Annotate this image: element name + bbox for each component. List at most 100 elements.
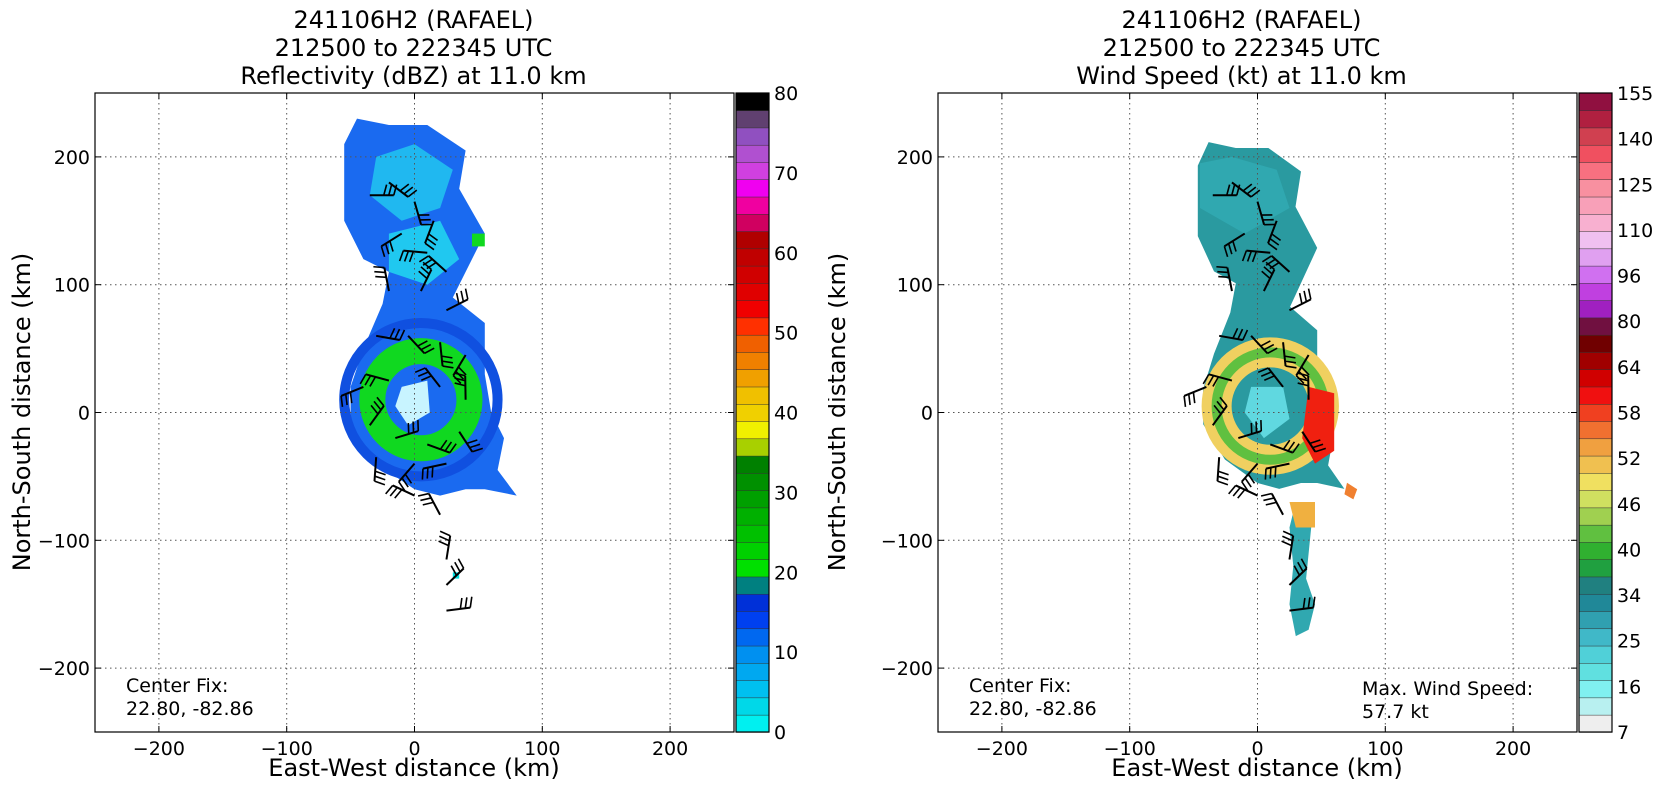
colorbar-swatch: [1578, 541, 1613, 560]
colorbar-swatch: [1578, 576, 1613, 595]
colorbar-tick-label: 60: [774, 243, 798, 265]
wind-barb-feather: [349, 392, 353, 404]
wind-barb-feather: [403, 250, 410, 262]
colorbar-swatch: [735, 472, 770, 491]
center-fix-label: Center Fix:: [126, 675, 228, 697]
wind-barb: [1288, 567, 1308, 586]
wind-barb: [446, 606, 471, 612]
chart-title-line2: 212500 to 222345 UTC: [274, 34, 553, 62]
wind-barb: [458, 431, 474, 453]
wind-barb-feather: [422, 501, 434, 506]
wind-barb: [375, 334, 400, 341]
colorbar: [1578, 92, 1613, 733]
colorbar-swatch: [1578, 697, 1613, 716]
wind-speed-field: [1197, 142, 1358, 637]
wind-barb: [1270, 493, 1284, 516]
wind-barb-feather: [1265, 261, 1275, 271]
reflectivity-eyewall: [359, 338, 483, 462]
wind-barb-feather: [438, 540, 449, 547]
wind-barb-feather: [1264, 375, 1275, 381]
wind-barb: [1289, 606, 1314, 612]
colorbar-swatch: [735, 438, 770, 457]
wind-barb: [439, 342, 444, 367]
x-tick-label: 200: [652, 738, 688, 760]
wind-barb: [1282, 342, 1287, 367]
colorbar-swatch: [735, 248, 770, 267]
wind-barb: [452, 354, 467, 377]
colorbar-swatch: [735, 455, 770, 474]
colorbar-tick-label: 40: [1617, 539, 1641, 561]
wind-barb-feather: [1217, 480, 1229, 486]
wind-barb: [424, 367, 441, 388]
y-tick-label: −200: [881, 658, 933, 680]
wind-barb: [1223, 232, 1246, 248]
wind-barb: [383, 267, 390, 292]
colorbar-swatch: [735, 179, 770, 198]
colorbar-swatch: [735, 507, 770, 526]
colorbar-swatch: [735, 576, 770, 595]
colorbar-labels: 80 70 60 50 40 30 20 10 0: [774, 83, 798, 744]
wind-barb: [388, 181, 409, 198]
colorbar-frame: [1578, 92, 1613, 733]
wind-barb-feather: [464, 288, 469, 300]
colorbar-swatch: [735, 92, 770, 111]
chart-title-line1: 241106H2 (RAFAEL): [1121, 6, 1362, 34]
colorbar-swatch: [1578, 179, 1613, 198]
colorbar-swatch: [1578, 248, 1613, 267]
wind-barb-feather: [1192, 392, 1196, 404]
x-tick-label: 100: [1367, 738, 1403, 760]
colorbar-swatch: [1578, 559, 1613, 578]
wind-barb-feather: [1295, 375, 1305, 385]
wind-barb-feather: [1300, 558, 1308, 569]
wind-barb-feather: [1263, 497, 1275, 502]
wind-barb-feather: [369, 376, 377, 387]
wind-barb: [1301, 431, 1317, 453]
colorbar-tick-label: 110: [1617, 220, 1653, 242]
wind-barb-feather: [1284, 355, 1296, 359]
wind-barb-feather: [420, 343, 432, 351]
colorbar-tick-label: 80: [1617, 311, 1641, 333]
wind-barb-feather: [1244, 477, 1252, 488]
colorbar-swatch: [735, 662, 770, 681]
colorbar-swatch: [1578, 403, 1613, 422]
colorbar-swatch: [1578, 230, 1613, 250]
wind-barb-feather: [426, 467, 429, 479]
x-tick-label: 200: [1495, 738, 1531, 760]
colorbar-swatch: [735, 386, 770, 405]
colorbar-tick-label: 34: [1617, 585, 1641, 607]
wind-barb-feather: [1267, 347, 1278, 355]
colorbar-swatch: [1578, 299, 1613, 319]
wind-barb-feather: [1267, 242, 1278, 251]
wind-barb-feather: [1307, 288, 1312, 300]
colorbar-swatch: [735, 593, 770, 612]
wind-barb-feather: [431, 466, 434, 478]
wind-barb: [413, 201, 423, 225]
wind-barb-feather: [442, 365, 454, 369]
wind-barb: [445, 535, 452, 560]
colorbar-swatch: [735, 110, 770, 129]
y-tick-label: −200: [38, 658, 90, 680]
wind-barb-feather: [364, 375, 372, 386]
y-tick-label: 0: [78, 403, 90, 425]
wind-barb-feather: [1230, 184, 1236, 196]
wind-barb-feather: [1250, 189, 1261, 198]
wind-barb-feather: [439, 535, 450, 542]
wind-barb: [1267, 220, 1278, 244]
wind-barb-feather: [1225, 184, 1231, 196]
wind-barb-feather: [460, 290, 465, 302]
colorbar-swatch: [735, 714, 770, 733]
wind-barb: [422, 462, 447, 470]
wind-barb-feather: [380, 246, 386, 258]
wind-barb-feather: [444, 441, 453, 452]
colorbar-swatch: [735, 144, 770, 163]
wind-barb-feather: [408, 251, 415, 263]
wind-barb: [427, 493, 441, 516]
wind-barb-feather: [407, 189, 418, 198]
colorbar-swatch: [735, 317, 770, 336]
wind-barb-feather: [373, 400, 382, 411]
wind-barb-feather: [1300, 366, 1310, 376]
wind-barb: [1183, 386, 1207, 397]
wind-barb-feather: [1287, 441, 1296, 452]
colorbar-swatch: [735, 610, 770, 630]
wind-barb-feather: [1228, 484, 1237, 495]
